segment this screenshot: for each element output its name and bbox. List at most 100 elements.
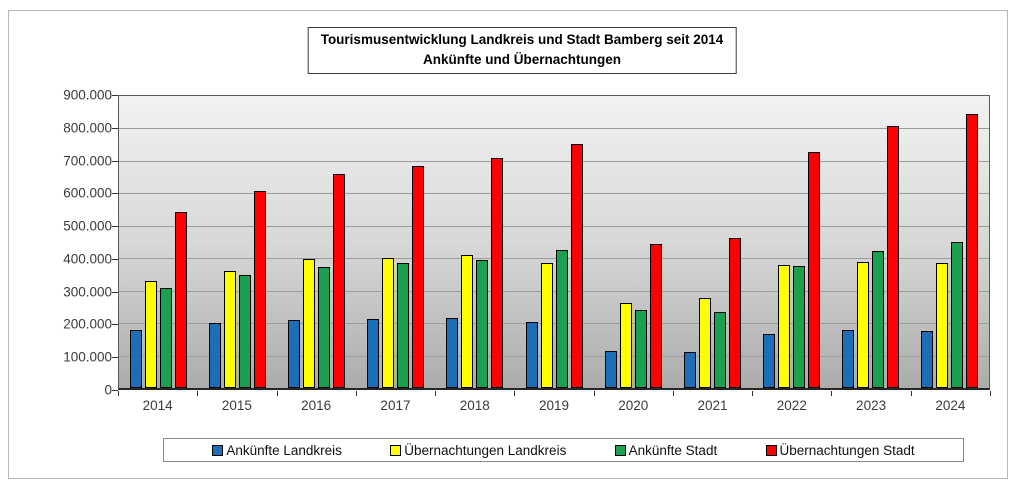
bar-ankunfte-stadt-2021 — [713, 312, 726, 388]
x-tick-label-2019: 2019 — [538, 398, 570, 413]
bar-ankunfte-landkreis-2016 — [288, 319, 301, 388]
legend-item-ubernachtungen-stadt: Übernachtungen Stadt — [765, 443, 915, 458]
y-axis-tick — [112, 95, 118, 96]
y-axis-tick — [112, 127, 118, 129]
y-tick-label: 400.000 — [63, 251, 112, 267]
bar-group-2021 — [673, 96, 752, 388]
bar-ankunfte-landkreis-2015 — [209, 323, 222, 388]
bar-ankunfte-landkreis-2017 — [367, 319, 380, 388]
bar-group-2018 — [435, 96, 514, 388]
bar-ankunfte-landkreis-2019 — [525, 322, 538, 388]
x-axis-tick — [910, 391, 912, 396]
bar-ankunfte-landkreis-2018 — [446, 317, 459, 388]
bar-ubernachtungen-landkreis-2020 — [619, 303, 632, 388]
ankunfte-landkreis-swatch-icon — [212, 444, 224, 456]
bar-ankunfte-stadt-2018 — [476, 260, 489, 388]
x-axis-tick — [752, 391, 754, 396]
y-axis-ticks — [112, 95, 118, 391]
bar-ubernachtungen-stadt-2023 — [886, 125, 899, 388]
x-tick-label-2017: 2017 — [380, 398, 411, 413]
legend-label: Übernachtungen Landkreis — [404, 442, 567, 458]
y-tick-label: 700.000 — [63, 153, 112, 169]
plot-area — [118, 95, 990, 390]
legend-label: Ankünfte Stadt — [628, 442, 718, 458]
x-axis-tick — [118, 391, 119, 396]
y-tick-label: 300.000 — [63, 284, 112, 300]
x-tick-label-2016: 2016 — [301, 398, 332, 413]
bar-ubernachtungen-landkreis-2024 — [935, 263, 948, 388]
gridline — [119, 355, 989, 357]
bar-ubernachtungen-landkreis-2022 — [777, 265, 790, 388]
bar-ankunfte-landkreis-2023 — [841, 329, 854, 388]
bar-ankunfte-landkreis-2020 — [604, 350, 617, 388]
gridline — [119, 323, 989, 325]
bar-ubernachtungen-stadt-2021 — [728, 238, 741, 388]
ankunfte-stadt-swatch-icon — [614, 444, 626, 456]
bar-ubernachtungen-landkreis-2018 — [461, 255, 474, 388]
y-tick-label: 800.000 — [63, 120, 112, 136]
y-axis-tick — [112, 324, 118, 326]
bar-ankunfte-landkreis-2024 — [920, 330, 933, 388]
legend-item-ankunfte-stadt: Ankünfte Stadt — [614, 442, 718, 458]
bar-ubernachtungen-landkreis-2015 — [224, 271, 237, 388]
bar-ubernachtungen-stadt-2014 — [175, 211, 188, 388]
bar-ubernachtungen-stadt-2024 — [965, 113, 978, 388]
bar-ubernachtungen-stadt-2016 — [333, 173, 346, 388]
x-tick-label-2023: 2023 — [856, 398, 887, 413]
bar-ubernachtungen-stadt-2022 — [807, 152, 820, 388]
bar-ankunfte-landkreis-2021 — [683, 351, 696, 388]
x-axis-tick — [355, 391, 357, 396]
gridline — [119, 225, 989, 227]
y-axis-tick — [112, 258, 118, 260]
y-tick-label: 500.000 — [63, 218, 112, 234]
legend-label: Ankünfte Landkreis — [226, 442, 342, 458]
y-tick-label: 0 — [104, 382, 112, 398]
x-axis-tick — [276, 391, 278, 396]
x-tick-label-2021: 2021 — [697, 398, 728, 413]
gridline — [119, 258, 989, 260]
x-tick-label-2015: 2015 — [221, 398, 252, 413]
bar-ubernachtungen-landkreis-2021 — [698, 298, 711, 388]
bar-group-2017 — [356, 96, 435, 388]
bar-ankunfte-stadt-2017 — [397, 262, 410, 388]
bar-ankunfte-landkreis-2022 — [762, 333, 775, 388]
gridline — [119, 128, 989, 130]
y-axis-tick — [112, 193, 118, 195]
chart-title-box: Tourismusentwicklung Landkreis und Stadt… — [307, 27, 737, 74]
y-tick-label: 200.000 — [63, 316, 112, 332]
y-axis-tick — [112, 160, 118, 162]
bar-ubernachtungen-landkreis-2016 — [303, 259, 316, 388]
x-axis-tick — [990, 391, 991, 396]
bar-group-2019 — [514, 96, 593, 388]
bar-ankunfte-stadt-2023 — [871, 251, 884, 388]
bar-group-2015 — [198, 96, 277, 388]
bar-ankunfte-stadt-2014 — [160, 288, 173, 388]
y-axis-tick — [112, 390, 118, 391]
x-axis-tick — [672, 391, 674, 396]
legend-box: Ankünfte Landkreis Übernachtungen Landkre… — [163, 438, 964, 462]
y-tick-label: 900.000 — [63, 87, 112, 103]
x-tick-label-2024: 2024 — [935, 398, 966, 413]
bar-ankunfte-stadt-2015 — [239, 275, 252, 388]
x-tick-label-2020: 2020 — [618, 398, 649, 413]
bar-ubernachtungen-stadt-2018 — [491, 158, 504, 388]
chart-title-line1: Tourismusentwicklung Landkreis und Stadt… — [320, 32, 724, 47]
x-tick-label-2014: 2014 — [142, 398, 173, 413]
bar-ubernachtungen-stadt-2019 — [570, 143, 583, 388]
legend-item-ankunfte-landkreis: Ankünfte Landkreis — [212, 443, 342, 458]
y-axis-tick — [112, 291, 118, 293]
gridline — [119, 160, 989, 162]
bar-ankunfte-stadt-2022 — [792, 266, 805, 388]
gridline — [119, 193, 989, 195]
bar-ankunfte-stadt-2016 — [318, 267, 331, 388]
y-axis-tick — [112, 226, 118, 228]
x-axis-tick — [197, 391, 199, 396]
bar-ankunfte-stadt-2020 — [634, 310, 647, 388]
y-axis-tick — [112, 357, 118, 359]
y-tick-label: 100.000 — [63, 349, 112, 365]
ubernachtungen-stadt-swatch-icon — [765, 444, 777, 456]
x-axis-tick — [514, 391, 516, 396]
bar-ankunfte-landkreis-2014 — [130, 330, 143, 388]
bar-group-2016 — [277, 96, 356, 388]
